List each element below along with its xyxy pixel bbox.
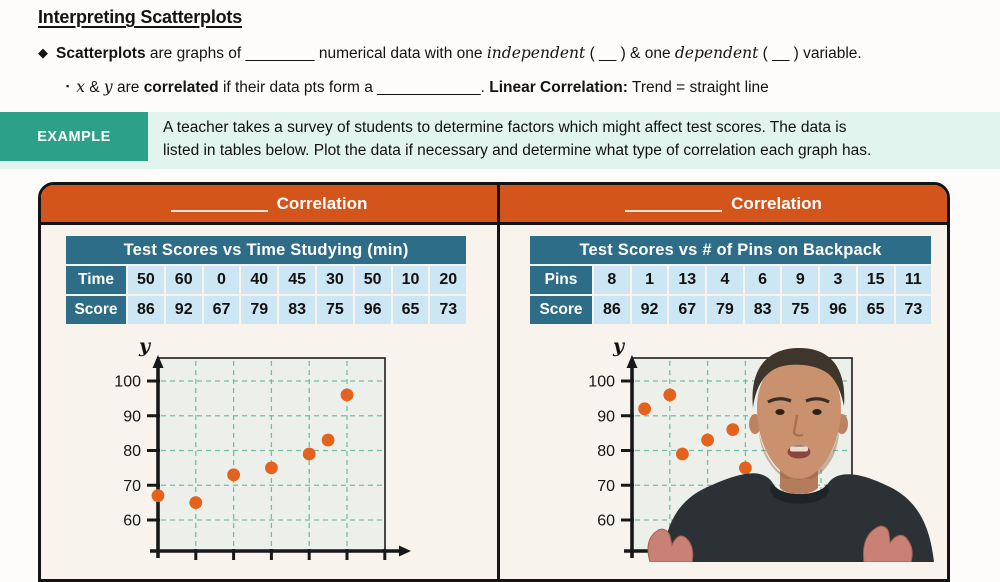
diamond-bullet-icon: ◆ — [38, 45, 48, 60]
page-title: Interpreting Scatterplots — [38, 7, 243, 27]
data-cell: 83 — [279, 296, 315, 324]
data-cell: 6 — [744, 266, 781, 294]
def-text: & — [84, 79, 104, 96]
correlation-type-blank — [625, 195, 723, 212]
data-table-time-studying: Test Scores vs Time Studying (min) Time 50… — [66, 236, 467, 324]
var-y: y — [103, 78, 113, 96]
table-title: Test Scores vs # of Pins on Backpack — [530, 236, 932, 264]
data-cell: 0 — [203, 266, 240, 294]
data-cell: 50 — [128, 266, 164, 294]
def-text: ( __ ) & one — [585, 45, 675, 62]
data-cell: 9 — [782, 266, 819, 294]
data-cell: 65 — [392, 296, 429, 324]
example-prompt: A teacher takes a survey of students to … — [163, 117, 988, 162]
data-cell: 13 — [669, 266, 706, 294]
data-cell: 79 — [707, 296, 743, 324]
def-text: ( __ ) variable. — [758, 45, 862, 62]
row-label-cell: Score — [530, 296, 592, 324]
square-bullet-icon: ▪ — [66, 81, 70, 91]
row-label-cell: Time — [66, 266, 126, 294]
var-x: x — [76, 78, 85, 96]
example-band — [0, 112, 1000, 169]
data-cell: 50 — [354, 266, 391, 294]
def-text: if their data pts form a — [218, 79, 378, 96]
def-text: . — [480, 79, 490, 96]
table-title: Test Scores vs Time Studying (min) — [66, 236, 467, 264]
data-table-pins-backpack: Test Scores vs # of Pins on Backpack Pins… — [530, 236, 932, 324]
data-cell: 10 — [392, 266, 429, 294]
data-cell: 75 — [782, 296, 819, 324]
panel-pins-backpack: Correlation Test Scores vs # of Pins on … — [497, 185, 947, 579]
data-cell: 67 — [203, 296, 240, 324]
data-cell: 20 — [430, 266, 467, 294]
data-cell: 30 — [316, 266, 353, 294]
panel-header-left: Correlation — [41, 185, 497, 225]
data-cell: 92 — [165, 296, 202, 324]
term-scatterplots: Scatterplots — [56, 45, 146, 62]
fill-in-blank: ________ — [245, 45, 315, 62]
data-cell: 40 — [241, 266, 278, 294]
panel-header-label: Correlation — [276, 193, 368, 213]
data-cell: 45 — [279, 266, 315, 294]
data-cell: 65 — [857, 296, 894, 324]
data-cell: 15 — [857, 266, 894, 294]
def-text: are — [112, 79, 144, 96]
data-cell: 73 — [895, 296, 932, 324]
panel-time-studying: Correlation Test Scores vs Time Studying… — [41, 185, 497, 579]
row-label-cell: Score — [66, 296, 126, 324]
def-text: numerical data with one — [314, 45, 487, 62]
data-cell: 96 — [820, 296, 856, 324]
data-cell: 1 — [631, 266, 668, 294]
scatterplot-definition-line: ◆ Scatterplots are graphs of ________ num… — [38, 44, 978, 63]
data-cell: 86 — [594, 296, 630, 324]
data-cell: 3 — [820, 266, 856, 294]
data-cell: 75 — [316, 296, 353, 324]
data-cell: 83 — [744, 296, 781, 324]
example-badge: EXAMPLE — [0, 112, 148, 161]
data-cell: 67 — [669, 296, 706, 324]
data-cell: 4 — [707, 266, 743, 294]
data-cell: 60 — [165, 266, 202, 294]
example-prompt-line1: A teacher takes a survey of students to … — [163, 119, 847, 136]
def-text: Trend = straight line — [627, 79, 769, 96]
panel-header-right: Correlation — [500, 185, 947, 225]
data-cell: 92 — [631, 296, 668, 324]
def-text: are graphs of — [145, 45, 246, 62]
data-cell: 11 — [895, 266, 932, 294]
row-label-cell: Pins — [530, 266, 592, 294]
data-cell: 96 — [354, 296, 391, 324]
data-cell: 79 — [241, 296, 278, 324]
term-dependent: dependent — [674, 44, 759, 62]
data-cell: 86 — [128, 296, 164, 324]
correlation-panels: Correlation Test Scores vs Time Studying… — [38, 182, 950, 582]
example-prompt-line2: listed in tables below. Plot the data if… — [163, 141, 872, 159]
data-cell: 73 — [430, 296, 467, 324]
panel-header-label: Correlation — [731, 193, 822, 213]
correlation-type-blank — [170, 195, 268, 212]
data-cell: 8 — [594, 266, 630, 294]
term-independent: independent — [486, 44, 586, 62]
fill-in-blank: ____________ — [377, 79, 481, 96]
correlation-definition-line: ▪ x & y are correlated if their data pts … — [66, 78, 966, 97]
term-correlated: correlated — [143, 79, 219, 96]
term-linear-correlation: Linear Correlation: — [489, 79, 628, 96]
